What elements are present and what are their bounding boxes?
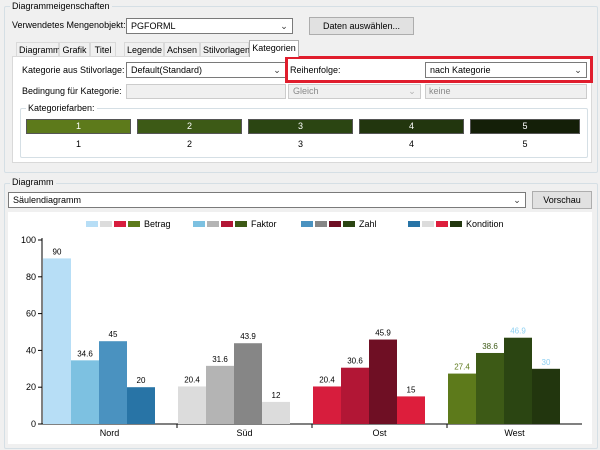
legend-swatch [408,221,420,227]
legend-swatch [329,221,341,227]
condition-value-text: keine [429,86,451,96]
category-from-style-select[interactable]: Default(Standard) ⌄ [126,62,286,78]
condition-label: Bedingung für Kategorie: [22,86,122,96]
legend-label: Betrag [144,219,171,229]
properties-group-title: Diagrammeigenschaften [10,1,112,11]
legend-swatch [422,221,434,227]
legend-swatch [436,221,448,227]
category-color-number-1: 1 [75,139,81,149]
quantity-object-value: PGFORML [131,21,176,31]
legend-swatch [193,221,205,227]
legend-swatch [114,221,126,227]
category-color-swatch-2[interactable]: 2 [137,119,242,134]
legend-swatch [221,221,233,227]
legend-swatch [86,221,98,227]
legend-swatch [343,221,355,227]
category-from-style-value: Default(Standard) [131,65,203,75]
legend-swatch [301,221,313,227]
legend-swatch [235,221,247,227]
legend-label: Zahl [359,219,377,229]
category-colors-group [20,108,588,158]
category-color-swatch-1[interactable]: 1 [26,119,131,134]
tab-titel[interactable]: Titel [90,42,116,56]
tab-diagramm[interactable]: Diagramm [16,42,61,56]
chevron-down-icon: ⌄ [280,21,288,31]
category-colors-title: Kategoriefarben: [26,103,97,113]
tab-kategorien[interactable]: Kategorien [249,40,299,57]
select-data-button[interactable]: Daten auswählen... [309,17,414,35]
preview-button[interactable]: Vorschau [532,191,592,209]
quantity-object-select[interactable]: PGFORML ⌄ [126,18,293,34]
diagram-group [4,183,598,449]
order-highlight-frame [285,56,593,83]
category-color-swatch-3[interactable]: 3 [248,119,353,134]
legend-label: Kondition [466,219,504,229]
order-label: Reihenfolge: [290,65,341,75]
legend-swatch [207,221,219,227]
condition-value-input[interactable]: keine [425,84,587,99]
properties-group [4,6,598,173]
category-color-swatch-4[interactable]: 4 [359,119,464,134]
legend-swatch [315,221,327,227]
diagram-type-select[interactable]: Säulendiagramm ⌄ [8,192,526,208]
chevron-down-icon: ⌄ [513,195,521,205]
tab-legende[interactable]: Legende [124,42,164,56]
order-value: nach Kategorie [430,65,491,75]
tab-grafik[interactable]: Grafik [59,42,90,56]
condition-operator-select[interactable]: Gleich ⌄ [288,84,421,99]
condition-operator-value: Gleich [293,86,319,96]
category-color-number-5: 5 [522,139,528,149]
chevron-down-icon: ⌄ [574,65,582,75]
legend-swatch [100,221,112,227]
tab-achsen[interactable]: Achsen [164,42,200,56]
chevron-down-icon: ⌄ [408,86,416,96]
category-color-number-4: 4 [408,139,414,149]
legend-swatch [450,221,462,227]
order-select[interactable]: nach Kategorie ⌄ [425,62,587,78]
quantity-object-label: Verwendetes Mengenobjekt: [12,20,126,30]
category-color-swatch-5[interactable]: 5 [470,119,580,134]
tab-stilvorlagen[interactable]: Stilvorlagen [200,42,250,56]
category-from-style-label: Kategorie aus Stilvorlage: [22,65,125,75]
condition-field-input[interactable] [126,84,286,99]
diagram-type-value: Säulendiagramm [13,195,82,205]
legend-swatch [128,221,140,227]
chart-area [8,212,592,444]
category-color-number-2: 2 [186,139,192,149]
legend-label: Faktor [251,219,277,229]
diagram-group-title: Diagramm [10,177,56,187]
category-color-number-3: 3 [297,139,303,149]
chevron-down-icon: ⌄ [273,65,281,75]
